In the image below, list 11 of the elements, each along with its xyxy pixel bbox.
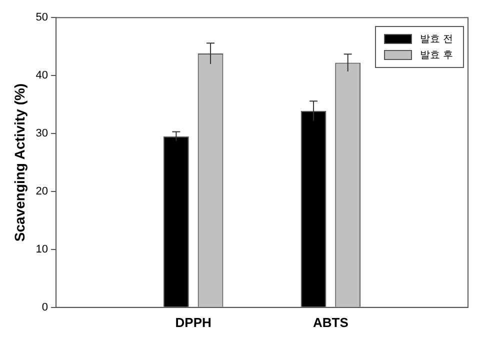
y-axis-title: Scavenging Activity (%) [11,83,28,242]
x-tick-label: DPPH [175,314,212,330]
legend-label: 발효 전 [420,33,453,46]
y-tick-label: 20 [36,186,48,198]
y-tick-label: 0 [42,301,48,314]
legend-label: 발효 후 [420,49,453,62]
y-tick-label: 50 [36,12,48,24]
y-tick-label: 30 [36,128,48,140]
y-tick-label: 10 [36,243,48,256]
x-tick-label: ABTS [312,314,349,330]
y-tick-label: 40 [36,70,48,82]
